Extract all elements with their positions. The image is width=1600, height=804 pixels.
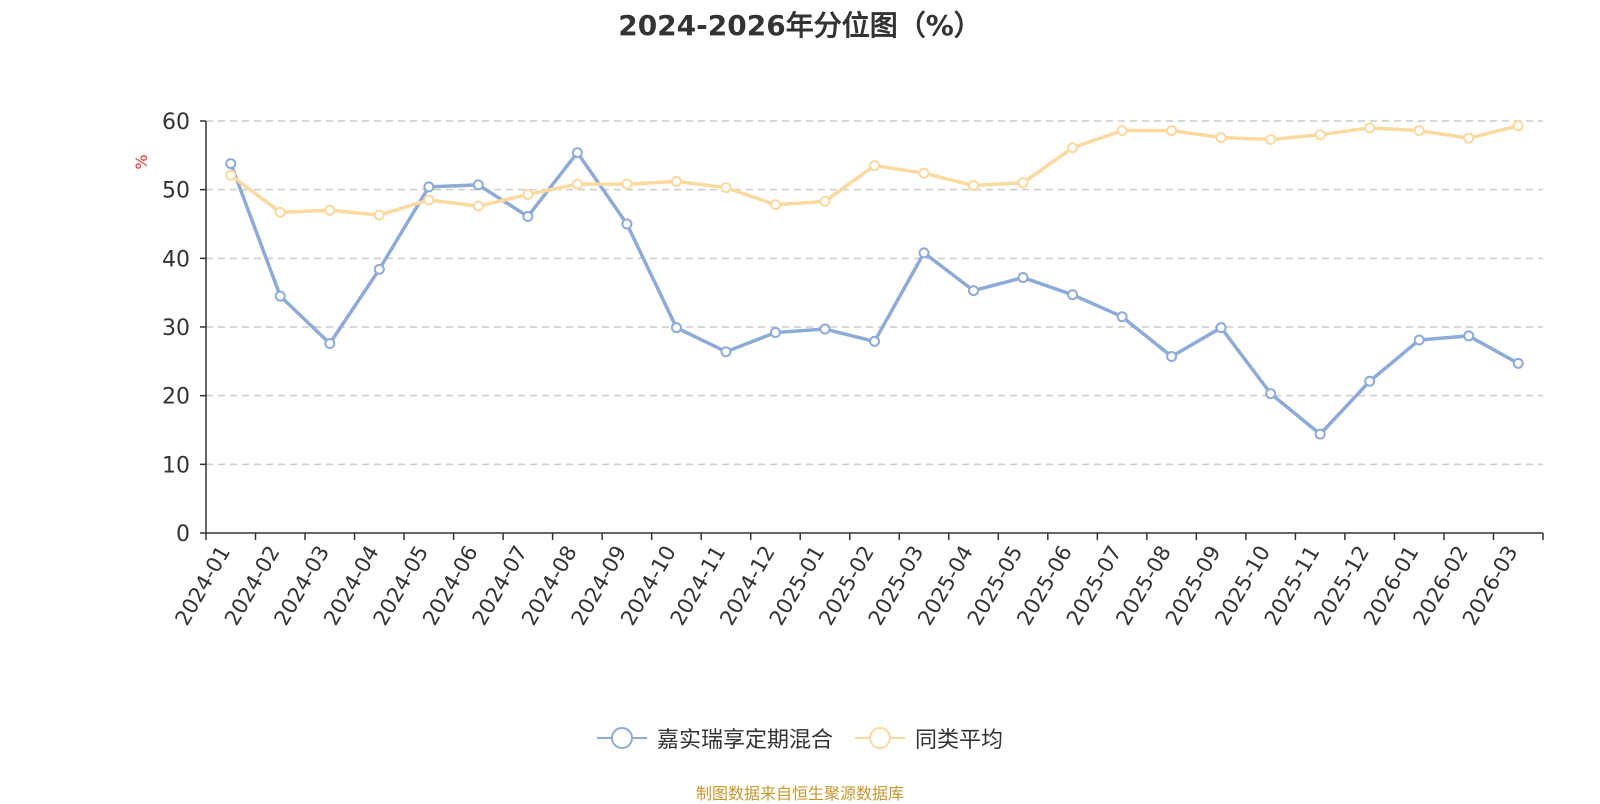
- chart-title: 2024-2026年分位图（%）: [618, 9, 982, 42]
- y-tick-label: 30: [162, 316, 190, 341]
- data-point[interactable]: [1017, 177, 1029, 189]
- data-point[interactable]: [571, 178, 583, 190]
- data-point[interactable]: [472, 200, 484, 212]
- data-point[interactable]: [1067, 142, 1079, 154]
- data-point[interactable]: [274, 206, 286, 218]
- data-point[interactable]: [423, 181, 435, 193]
- data-point[interactable]: [1215, 131, 1227, 143]
- data-point[interactable]: [918, 167, 930, 179]
- legend-item-average[interactable]: 同类平均: [855, 722, 1003, 754]
- y-tick-label: 10: [162, 453, 190, 478]
- legend-label-average: 同类平均: [915, 728, 1004, 753]
- data-point[interactable]: [968, 180, 980, 192]
- data-point[interactable]: [819, 195, 831, 207]
- y-tick-label: 60: [162, 110, 190, 135]
- data-point[interactable]: [1364, 122, 1376, 134]
- y-tick-label: 20: [162, 385, 190, 410]
- data-point[interactable]: [769, 326, 781, 338]
- data-point[interactable]: [621, 218, 633, 230]
- data-point[interactable]: [670, 175, 682, 187]
- data-point[interactable]: [423, 194, 435, 206]
- legend-item-fund[interactable]: 嘉实瑞享定期混合: [596, 722, 833, 754]
- data-point[interactable]: [819, 323, 831, 335]
- data-point[interactable]: [1166, 351, 1178, 363]
- y-tick-label: 40: [162, 247, 190, 272]
- y-axis-label: %: [132, 154, 151, 169]
- data-point[interactable]: [373, 209, 385, 221]
- legend-label-fund: 嘉实瑞享定期混合: [656, 728, 833, 753]
- data-point[interactable]: [1314, 428, 1326, 440]
- data-point[interactable]: [1265, 388, 1277, 400]
- source-note: 制图数据来自恒生聚源数据库: [695, 784, 904, 803]
- data-point[interactable]: [1017, 272, 1029, 284]
- y-tick-label: 0: [176, 522, 190, 547]
- data-point[interactable]: [621, 178, 633, 190]
- data-point[interactable]: [1116, 311, 1128, 323]
- data-point[interactable]: [1364, 375, 1376, 387]
- data-point[interactable]: [1314, 129, 1326, 141]
- data-point[interactable]: [1463, 132, 1475, 144]
- legend: 嘉实瑞享定期混合 同类平均: [0, 722, 1600, 754]
- data-point[interactable]: [1166, 125, 1178, 137]
- data-point[interactable]: [1067, 289, 1079, 301]
- data-point[interactable]: [571, 147, 583, 159]
- data-point[interactable]: [670, 322, 682, 334]
- data-point[interactable]: [1512, 357, 1524, 369]
- data-point[interactable]: [918, 247, 930, 259]
- data-point[interactable]: [324, 337, 336, 349]
- data-point[interactable]: [1215, 322, 1227, 334]
- y-tick-label: 50: [162, 179, 190, 204]
- data-point[interactable]: [1116, 125, 1128, 137]
- data-point[interactable]: [1413, 125, 1425, 137]
- data-point[interactable]: [769, 199, 781, 211]
- data-point[interactable]: [869, 335, 880, 347]
- data-point[interactable]: [225, 169, 237, 181]
- data-point[interactable]: [869, 160, 880, 172]
- data-point[interactable]: [1463, 330, 1475, 342]
- axes: 01020304050602024-012024-022024-032024-0…: [162, 110, 1544, 629]
- data-point[interactable]: [1413, 334, 1425, 346]
- data-point[interactable]: [720, 182, 732, 194]
- data-point[interactable]: [1265, 134, 1277, 146]
- legend-swatch-fund: [596, 727, 647, 749]
- data-point[interactable]: [522, 188, 534, 200]
- data-point[interactable]: [968, 285, 980, 297]
- data-point[interactable]: [274, 290, 286, 302]
- data-point[interactable]: [225, 158, 237, 170]
- data-point[interactable]: [373, 263, 385, 275]
- series-line-0: [229, 150, 1520, 436]
- data-point[interactable]: [522, 210, 534, 222]
- data-point[interactable]: [472, 179, 484, 191]
- data-point[interactable]: [324, 204, 336, 216]
- data-point[interactable]: [720, 346, 732, 358]
- data-point[interactable]: [1512, 120, 1524, 132]
- legend-swatch-average: [855, 727, 905, 749]
- series-lines: [225, 120, 1524, 440]
